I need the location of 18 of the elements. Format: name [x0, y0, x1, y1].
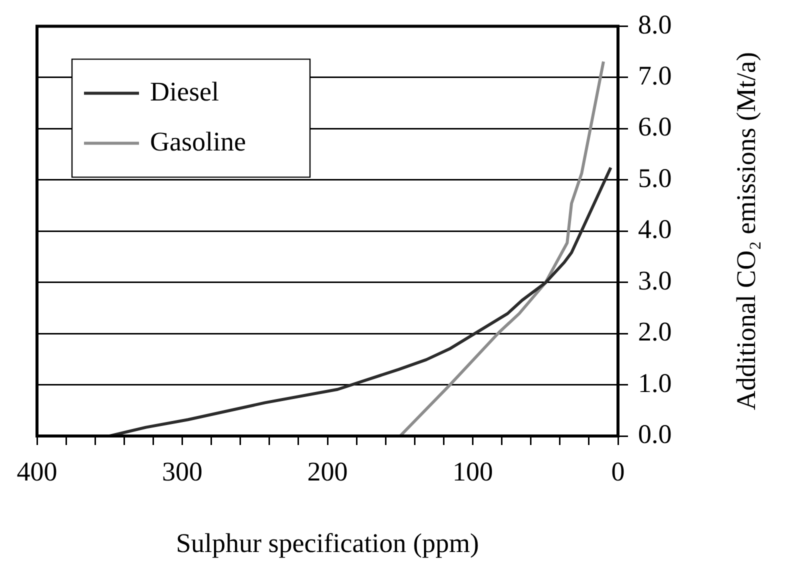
x-tick-label: 100: [452, 456, 493, 486]
x-tick-label: 300: [162, 456, 202, 486]
y-tick-label: 4.0: [638, 214, 672, 244]
y-tick-label: 8.0: [638, 9, 672, 40]
x-axis-title: Sulphur specification (ppm): [176, 528, 479, 558]
y-tick-label: 1.0: [638, 368, 672, 398]
x-tick-label: 0: [611, 456, 625, 486]
x-tick-label: 400: [16, 456, 58, 486]
y-tick-label: 2.0: [638, 316, 672, 347]
legend-label: Gasoline: [150, 126, 246, 156]
y-tick-label: 3.0: [638, 265, 672, 296]
y-tick-label: 6.0: [638, 112, 672, 142]
y-tick-label: 7.0: [638, 60, 672, 91]
x-tick-label: 200: [307, 456, 348, 486]
y-tick-label: 0.0: [638, 419, 672, 450]
y-axis-title: Additional CO₂ emissions (Mt/a): [731, 52, 762, 410]
legend-label: Diesel: [150, 76, 219, 106]
y-tick-label: 5.0: [638, 162, 672, 193]
